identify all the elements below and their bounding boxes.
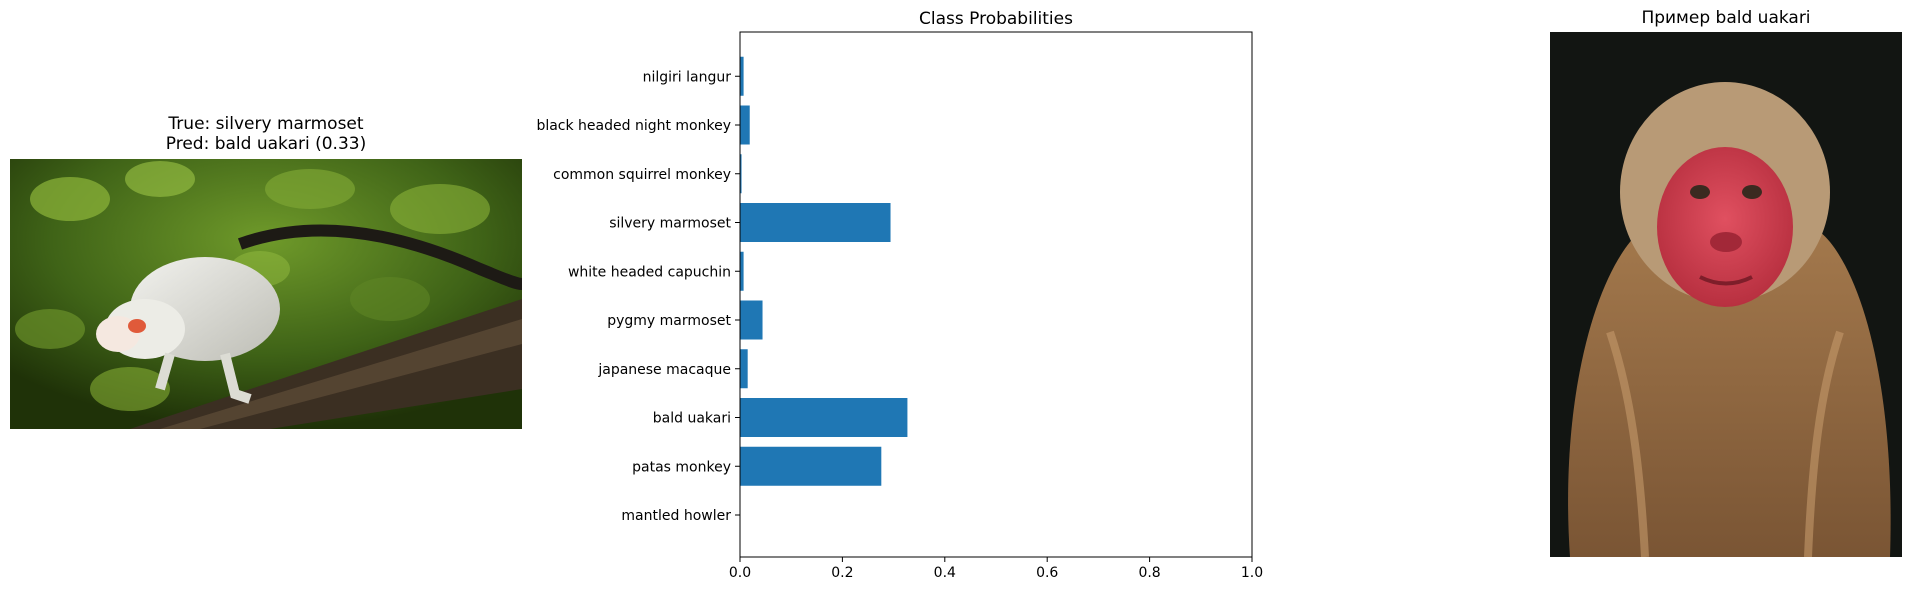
bar-common-squirrel-monkey (740, 154, 742, 194)
bar-silvery-marmoset (740, 203, 891, 242)
x-tick-labels: 0.0 0.2 0.4 0.6 0.8 1.0 (729, 557, 1263, 581)
y-tick-label: pygmy marmoset (607, 313, 731, 329)
bar-white-headed-capuchin (740, 251, 744, 291)
bar-black-headed-night-monkey (740, 105, 750, 145)
bar-japanese-macaque (740, 349, 748, 389)
bar-patas-monkey (740, 446, 882, 486)
x-tick-label: 0.0 (729, 565, 751, 581)
bar-pygmy-marmoset (740, 300, 763, 340)
x-tick-label: 0.2 (831, 565, 853, 581)
y-tick-label: nilgiri langur (643, 69, 732, 85)
right-panel-title: Пример bald uakari (1641, 8, 1811, 28)
bar-bald-uakari (740, 398, 908, 437)
bars-group (740, 56, 908, 486)
left-panel-title-true: True: silvery marmoset (168, 114, 364, 134)
y-tick-label: white headed capuchin (568, 264, 731, 280)
y-tick-labels: mantled howler patas monkey bald uakari jap… (536, 69, 740, 524)
test-image-marmoset (10, 159, 522, 429)
chart-title: Class Probabilities (919, 9, 1073, 29)
y-tick-label: japanese macaque (597, 362, 731, 378)
y-tick-label: patas monkey (632, 459, 731, 475)
bar-nilgiri-langur (740, 56, 744, 96)
y-tick-label: bald uakari (653, 411, 731, 427)
plot-frame (739, 31, 1253, 558)
example-image-bald-uakari (1550, 32, 1902, 557)
y-tick-label: silvery marmoset (609, 216, 731, 232)
left-panel-title-pred: Pred: bald uakari (0.33) (165, 134, 367, 154)
y-tick-label: black headed night monkey (536, 118, 731, 134)
y-tick-label: mantled howler (621, 508, 731, 524)
x-tick-label: 1.0 (1241, 565, 1263, 581)
y-tick-label: common squirrel monkey (553, 167, 731, 183)
x-tick-label: 0.4 (934, 565, 956, 581)
x-tick-label: 0.6 (1036, 565, 1058, 581)
x-tick-label: 0.8 (1138, 565, 1160, 581)
